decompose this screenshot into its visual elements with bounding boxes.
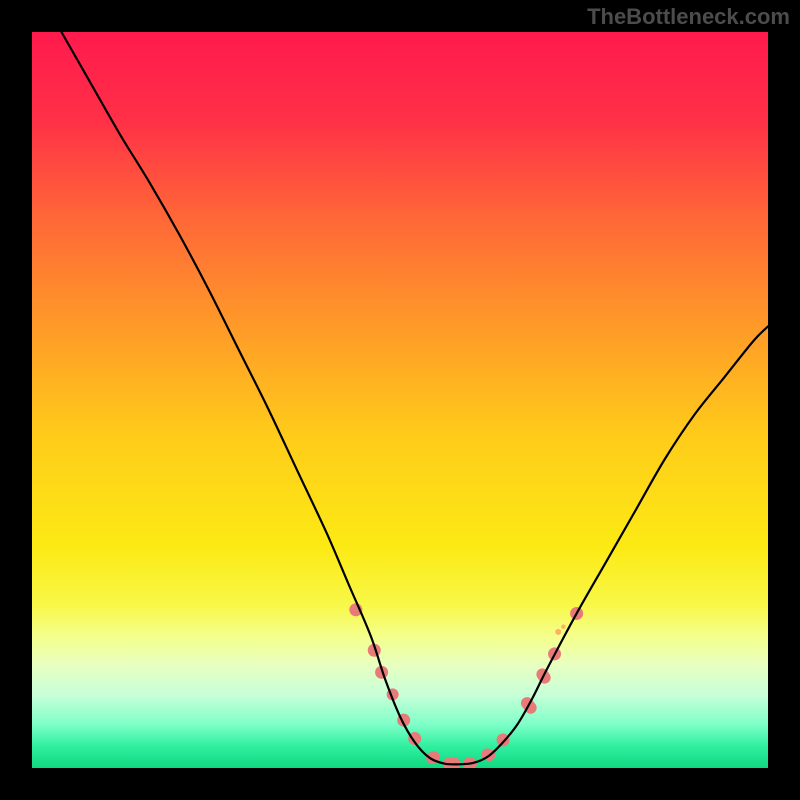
extra-blip <box>555 629 561 635</box>
extra-blip <box>561 624 565 628</box>
bottleneck-chart <box>0 0 800 800</box>
chart-container: TheBottleneck.com <box>0 0 800 800</box>
plot-background <box>32 32 768 768</box>
watermark-text: TheBottleneck.com <box>587 4 790 30</box>
